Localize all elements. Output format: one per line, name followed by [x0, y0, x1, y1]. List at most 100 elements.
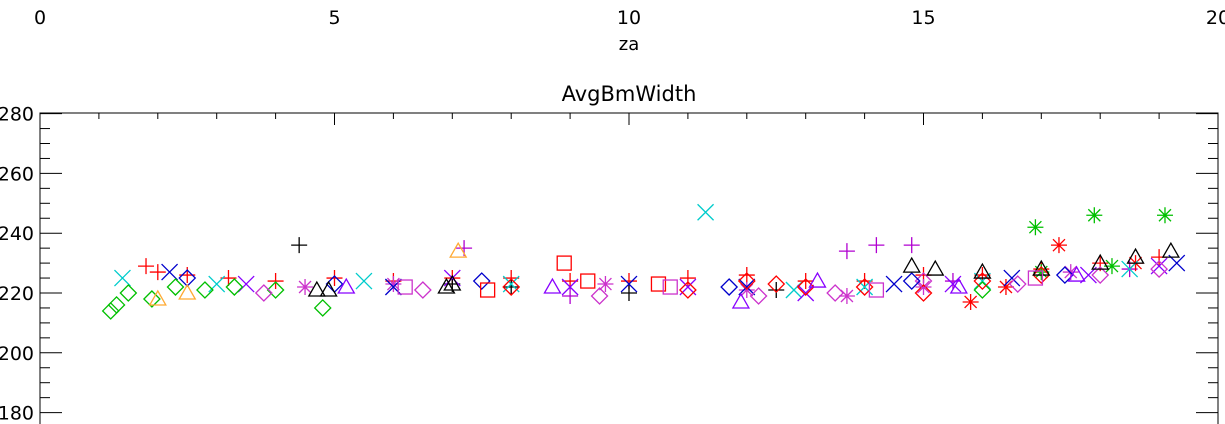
data-point-diamond — [749, 287, 768, 305]
data-point-diamond — [914, 284, 933, 302]
data-point-square — [580, 273, 596, 289]
y-tick-label: 180 — [0, 403, 34, 424]
data-point-triangle — [949, 277, 968, 294]
data-point-plus — [944, 273, 961, 290]
data-point-x — [738, 278, 756, 296]
data-point-triangle — [148, 289, 167, 306]
data-point-triangle — [543, 277, 562, 294]
data-point-asterisk — [297, 279, 314, 296]
data-point-asterisk — [1027, 219, 1044, 236]
data-point-diamond — [590, 287, 609, 305]
data-point-diamond — [254, 284, 273, 302]
data-point-diamond — [266, 281, 285, 299]
x-tick-label: 5 — [328, 7, 340, 29]
data-point-diamond — [973, 281, 992, 299]
data-point-asterisk — [597, 276, 614, 293]
data-point-diamond — [1055, 266, 1074, 284]
data-point-asterisk — [385, 276, 402, 293]
data-point-triangle — [731, 292, 751, 309]
data-point-triangle — [808, 271, 827, 288]
data-point-square — [397, 279, 413, 295]
data-point-triangle — [1126, 247, 1145, 264]
data-points — [101, 203, 1186, 320]
data-point-plus — [797, 273, 814, 290]
data-point-diamond — [119, 284, 138, 302]
data-point-diamond — [107, 296, 126, 314]
data-point-plus — [868, 237, 885, 254]
data-point-x — [1003, 269, 1021, 287]
data-point-triangle — [178, 283, 197, 300]
data-point-asterisk — [915, 279, 932, 296]
data-point-square — [479, 282, 496, 298]
x-axis-label: za — [619, 34, 639, 55]
data-point-triangle — [1161, 241, 1181, 258]
data-point-triangle — [437, 277, 456, 294]
data-point-plus — [291, 237, 308, 254]
data-point-diamond — [166, 278, 185, 296]
data-point-x — [561, 278, 579, 296]
data-point-x — [885, 275, 903, 293]
data-point-asterisk — [1156, 207, 1173, 224]
data-point-x — [114, 269, 131, 287]
data-point-diamond — [225, 278, 244, 296]
data-point-plus — [562, 287, 579, 304]
data-point-plus — [903, 237, 920, 254]
data-point-diamond — [914, 272, 933, 290]
data-point-diamond — [472, 272, 491, 290]
data-point-diamond — [902, 272, 921, 290]
data-point-x — [208, 275, 226, 293]
y-tick-label: 200 — [0, 343, 34, 365]
data-point-triangle — [337, 277, 356, 294]
data-point-asterisk — [1103, 258, 1120, 275]
data-point-asterisk — [1033, 264, 1050, 281]
data-point-triangle — [449, 241, 468, 258]
y-tick-label: 240 — [0, 223, 34, 245]
data-point-plus — [738, 267, 755, 284]
data-point-triangle — [926, 259, 945, 276]
chart-title: AvgBmWidth — [562, 82, 697, 106]
y-tick-label: 280 — [0, 104, 34, 126]
data-point-plus — [768, 282, 785, 299]
y-tick-label: 260 — [0, 163, 34, 185]
data-point-x — [973, 272, 991, 290]
data-point-triangle — [319, 280, 338, 297]
data-point-diamond — [678, 281, 697, 299]
data-point-x — [443, 269, 461, 287]
data-point-triangle — [973, 262, 992, 279]
data-point-diamond — [101, 302, 120, 320]
data-point-diamond — [196, 281, 214, 299]
data-point-plus — [326, 270, 343, 287]
data-point-plus — [149, 264, 166, 281]
data-point-triangle — [902, 256, 921, 273]
data-point-triangle — [443, 274, 462, 291]
top-x-axis: 0 5 10 15 20 — [34, 7, 1225, 29]
data-point-x — [697, 203, 715, 221]
data-point-plus — [838, 243, 855, 260]
data-point-asterisk — [962, 293, 979, 310]
x-tick-label: 20 — [1206, 7, 1225, 29]
data-point-asterisk — [838, 287, 855, 304]
x-tick-label: 0 — [34, 7, 46, 29]
data-point-square — [868, 282, 885, 298]
data-point-triangle — [307, 280, 326, 297]
data-point-plus — [679, 270, 696, 287]
data-point-diamond — [1032, 266, 1051, 284]
data-point-diamond — [1091, 266, 1110, 284]
y-axis-tick-labels: 180 200 220 240 260 280 — [0, 104, 34, 424]
frame-ticks — [39, 113, 1219, 414]
data-point-x — [620, 275, 638, 293]
data-point-diamond — [1150, 260, 1169, 278]
data-point-diamond — [313, 299, 332, 317]
data-point-x — [355, 272, 373, 290]
data-point-asterisk — [1050, 237, 1067, 254]
data-point-asterisk — [1086, 207, 1103, 224]
data-point-asterisk — [738, 282, 755, 299]
data-point-plus — [138, 258, 155, 275]
data-point-diamond — [767, 275, 786, 293]
x-tick-label: 15 — [911, 7, 935, 29]
data-point-diamond — [826, 284, 845, 302]
data-point-asterisk — [997, 279, 1014, 296]
x-tick-label: 10 — [617, 7, 641, 29]
data-point-plus — [1092, 255, 1109, 272]
